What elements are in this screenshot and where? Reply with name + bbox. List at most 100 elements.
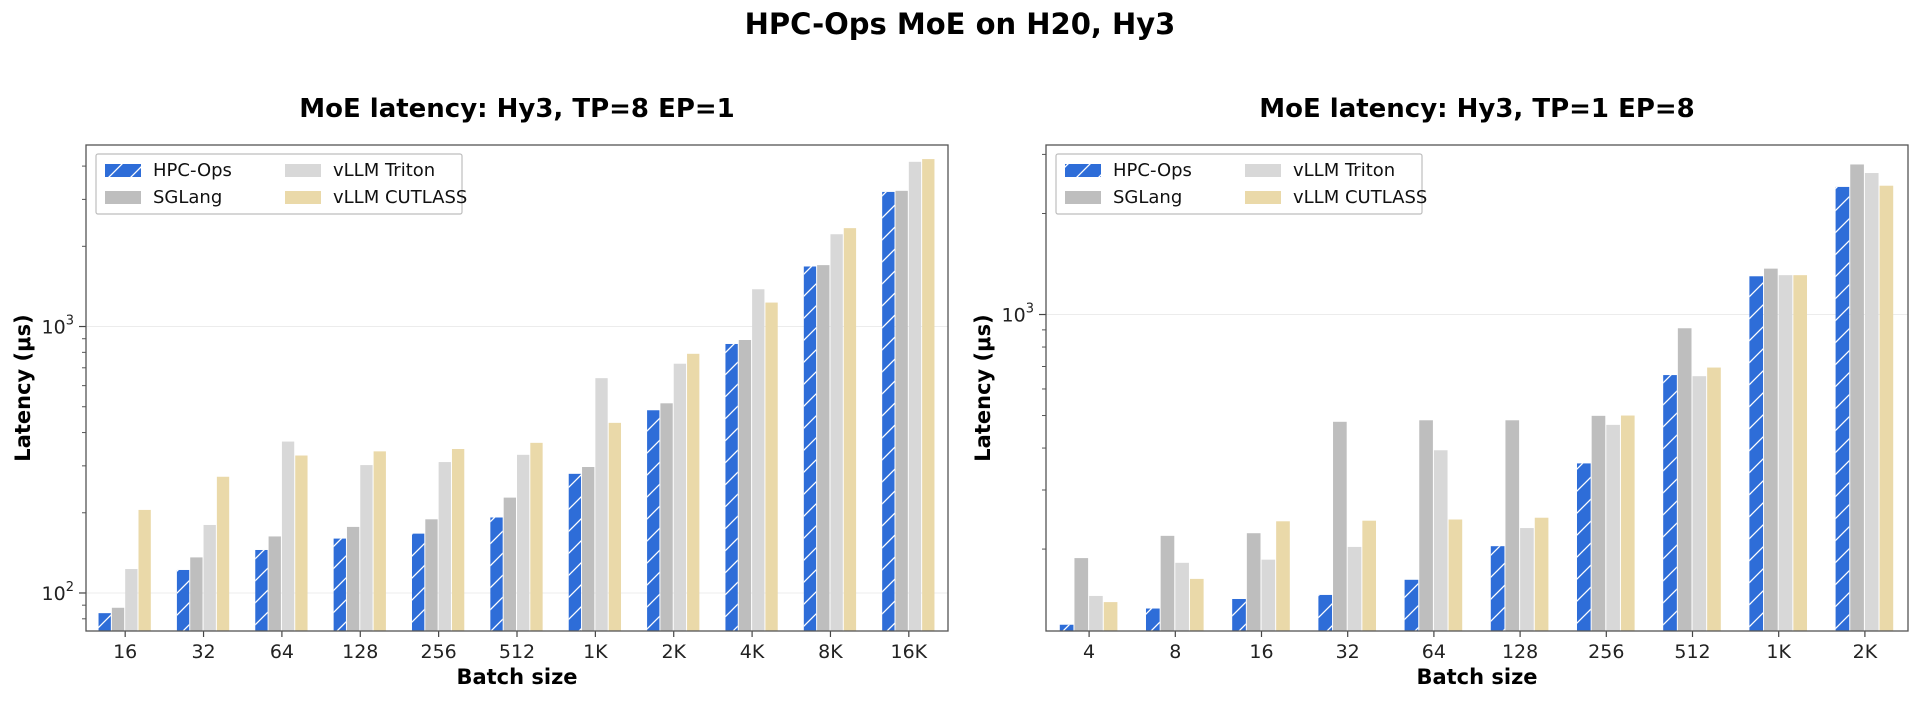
x-tick-label: 128 xyxy=(1502,641,1538,663)
bar-hatch-overlay xyxy=(647,410,660,631)
bar-vllm-triton xyxy=(1347,546,1362,631)
bar-vllm-cutlass xyxy=(1707,367,1721,631)
legend-label: HPC-Ops xyxy=(1113,160,1192,181)
x-tick-label: 512 xyxy=(499,641,535,663)
bar-vllm-cutlass xyxy=(922,159,935,631)
bar-vllm-cutlass xyxy=(295,455,308,631)
bar-vllm-triton xyxy=(360,465,373,631)
bar-vllm-cutlass xyxy=(843,228,857,631)
bar-vllm-triton xyxy=(281,441,295,631)
bar-hatch-overlay xyxy=(1490,546,1505,631)
legend-swatch-hatch xyxy=(1065,164,1101,177)
y-tick-label: 103 xyxy=(42,314,74,339)
bar-hatch-overlay xyxy=(1404,579,1419,631)
x-axis-label: Batch size xyxy=(456,665,577,689)
bar-sglang xyxy=(1160,535,1175,631)
x-tick-label: 64 xyxy=(270,641,294,663)
right-chart-panel: MoE latency: Hy3, TP=1 EP=8 103 4 8 16 32 64 12… xyxy=(971,94,1909,689)
chart-title: MoE latency: Hy3, TP=1 EP=8 xyxy=(1259,94,1695,124)
bar-vllm-cutlass xyxy=(1189,578,1204,631)
x-tick-label: 128 xyxy=(342,641,378,663)
bar-vllm-cutlass xyxy=(451,449,465,631)
legend-label: vLLM CUTLASS xyxy=(1293,187,1427,208)
x-tick-label: 2K xyxy=(1853,641,1878,663)
bar-vllm-triton xyxy=(752,289,765,631)
bar-hatch-overlay xyxy=(1663,375,1677,631)
bar-vllm-triton xyxy=(438,462,451,631)
bar-vllm-triton xyxy=(203,524,216,631)
legend-label: vLLM Triton xyxy=(1293,160,1395,181)
bar-hatch-overlay xyxy=(333,538,346,631)
legend-swatch xyxy=(105,191,141,204)
legend-swatch xyxy=(1245,191,1281,204)
bar-hatch-overlay xyxy=(98,613,111,631)
x-axis-label: Batch size xyxy=(1416,665,1537,689)
bar-vllm-triton xyxy=(1520,528,1534,631)
left-chart-panel: MoE latency: Hy3, TP=8 EP=1 102 103 16 32 64 1… xyxy=(11,94,949,689)
bar-sglang xyxy=(1074,558,1089,631)
legend-label: SGLang xyxy=(1113,187,1182,208)
y-axis-label: Latency (μs) xyxy=(11,314,35,461)
bar-sglang xyxy=(817,265,830,631)
bar-sglang xyxy=(111,607,125,631)
bar-vllm-triton xyxy=(1692,376,1707,631)
x-tick-label: 1K xyxy=(583,641,608,663)
legend-swatch xyxy=(285,164,321,177)
x-tick-label: 1K xyxy=(1766,641,1791,663)
legend-swatch xyxy=(1245,164,1281,177)
legend-label: SGLang xyxy=(153,187,222,208)
bar-vllm-cutlass xyxy=(216,476,230,631)
x-tick-label: 16 xyxy=(1249,641,1273,663)
bar-vllm-triton xyxy=(1778,275,1793,631)
bar-hatch-overlay xyxy=(255,549,268,631)
legend: HPC-Ops SGLang vLLM Triton vLLM CUTLASS xyxy=(1055,153,1427,215)
bar-vllm-triton xyxy=(1261,559,1276,631)
x-tick-label: 64 xyxy=(1422,641,1446,663)
bar-sglang xyxy=(346,526,360,631)
bar-sglang xyxy=(425,519,438,631)
x-tick-label: 32 xyxy=(1336,641,1360,663)
bar-vllm-cutlass xyxy=(1793,275,1808,631)
bar-sglang xyxy=(660,403,673,631)
bar-sglang xyxy=(190,557,203,631)
bar-hatch-overlay xyxy=(490,517,503,631)
bar-vllm-triton xyxy=(1864,173,1879,632)
bar-hatch-overlay xyxy=(1835,186,1850,631)
legend-box xyxy=(1055,153,1423,215)
figure-title: HPC-Ops MoE on H20, Hy3 xyxy=(745,7,1176,41)
bar-sglang xyxy=(582,467,595,631)
x-tick-label: 4 xyxy=(1083,641,1095,663)
bar-vllm-cutlass xyxy=(1103,602,1118,631)
bar-vllm-cutlass xyxy=(1362,520,1377,631)
bar-sglang xyxy=(1505,420,1520,631)
legend-swatch xyxy=(285,191,321,204)
bar-vllm-cutlass xyxy=(373,451,386,631)
x-tick-label: 4K xyxy=(740,641,765,663)
legend-label: vLLM Triton xyxy=(333,160,435,181)
bar-vllm-triton xyxy=(1606,424,1620,631)
bar-hatch-overlay xyxy=(1232,598,1246,631)
bar-vllm-cutlass xyxy=(1448,519,1463,631)
bar-vllm-cutlass xyxy=(1534,517,1549,631)
bar-vllm-triton xyxy=(673,363,687,631)
bar-sglang xyxy=(1764,268,1778,631)
y-tick-label: 102 xyxy=(42,580,74,605)
bar-vllm-triton xyxy=(1433,450,1448,631)
bar-hatch-overlay xyxy=(1059,624,1074,631)
bar-vllm-cutlass xyxy=(1879,185,1894,632)
bar-vllm-triton xyxy=(830,234,843,631)
bar-vllm-triton xyxy=(595,378,608,631)
legend: HPC-Ops SGLang vLLM Triton vLLM CUTLASS xyxy=(95,153,467,215)
bar-hatch-overlay xyxy=(803,266,817,631)
bar-hatch-overlay xyxy=(725,343,738,631)
bar-hatch-overlay xyxy=(176,569,190,631)
bar-sglang xyxy=(1591,415,1606,631)
x-tick-label: 8K xyxy=(818,641,843,663)
bar-hatch-overlay xyxy=(1576,463,1591,631)
bar-sglang xyxy=(1333,421,1347,631)
bar-sglang xyxy=(895,190,908,631)
bar-hatch-overlay xyxy=(1145,608,1160,631)
plot-frame xyxy=(85,144,949,632)
bar-hatch-overlay xyxy=(568,473,582,631)
